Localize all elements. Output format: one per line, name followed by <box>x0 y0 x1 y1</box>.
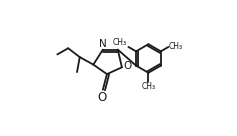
Text: N: N <box>99 38 107 49</box>
Text: CH₃: CH₃ <box>169 42 183 51</box>
Text: O: O <box>123 61 132 71</box>
Text: CH₃: CH₃ <box>113 38 127 47</box>
Text: CH₃: CH₃ <box>141 82 155 91</box>
Text: O: O <box>98 91 107 104</box>
